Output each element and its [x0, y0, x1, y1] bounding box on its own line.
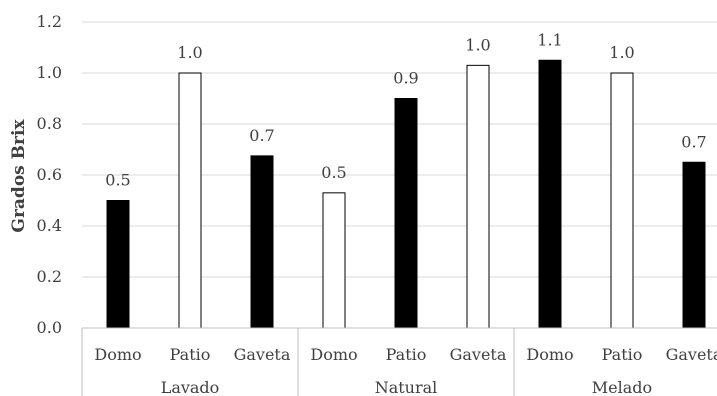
bars [106, 59, 706, 329]
bar [682, 161, 706, 329]
data-label: 0.5 [321, 163, 346, 182]
x-category-label: Gaveta [234, 345, 291, 364]
bar [610, 72, 634, 329]
x-category-label: Patio [170, 345, 211, 364]
y-tick-label: 0.2 [37, 267, 62, 286]
bar [178, 72, 202, 329]
data-label: 1.0 [177, 43, 202, 62]
x-category-label: Patio [602, 345, 643, 364]
data-label: 0.5 [105, 171, 130, 190]
bar [538, 59, 562, 329]
y-axis-label: Grados Brix [9, 119, 29, 233]
x-group-label: Melado [592, 378, 652, 396]
x-category-label: Patio [386, 345, 427, 364]
y-tick-label: 0.4 [37, 216, 62, 235]
data-labels: 0.5 1.0 0.7 0.5 0.9 1.0 1.1 1.0 0.7 [105, 30, 706, 189]
x-category-label: Gaveta [666, 345, 717, 364]
x-group-label: Lavado [161, 378, 220, 396]
bar [322, 192, 346, 329]
x-axis: Domo Patio Gaveta Lavado Domo Patio Gaveta Natu… [81, 327, 717, 396]
y-tick-label: 0.0 [37, 318, 62, 337]
y-tick-label: 0.6 [37, 165, 62, 184]
x-category-label: Domo [526, 345, 573, 364]
bar [394, 98, 418, 329]
x-group-label: Natural [375, 378, 438, 396]
data-label: 0.7 [249, 126, 274, 145]
data-label: 1.0 [609, 43, 634, 62]
x-category-label: Domo [310, 345, 357, 364]
data-label: 1.0 [465, 35, 490, 54]
y-tick-label: 0.8 [37, 114, 62, 133]
data-label: 0.7 [681, 132, 706, 151]
bar [466, 64, 490, 329]
y-axis-ticks: 0.0 0.2 0.4 0.6 0.8 1.0 1.2 [37, 12, 62, 337]
bar [106, 200, 130, 329]
bar [250, 155, 274, 329]
y-tick-label: 1.2 [37, 12, 62, 31]
data-label: 0.9 [393, 69, 418, 88]
y-tick-label: 1.0 [37, 63, 62, 82]
x-category-label: Domo [94, 345, 141, 364]
data-label: 1.1 [537, 30, 562, 49]
x-category-label: Gaveta [450, 345, 507, 364]
